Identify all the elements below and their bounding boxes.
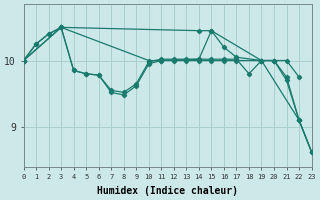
X-axis label: Humidex (Indice chaleur): Humidex (Indice chaleur) (97, 186, 238, 196)
